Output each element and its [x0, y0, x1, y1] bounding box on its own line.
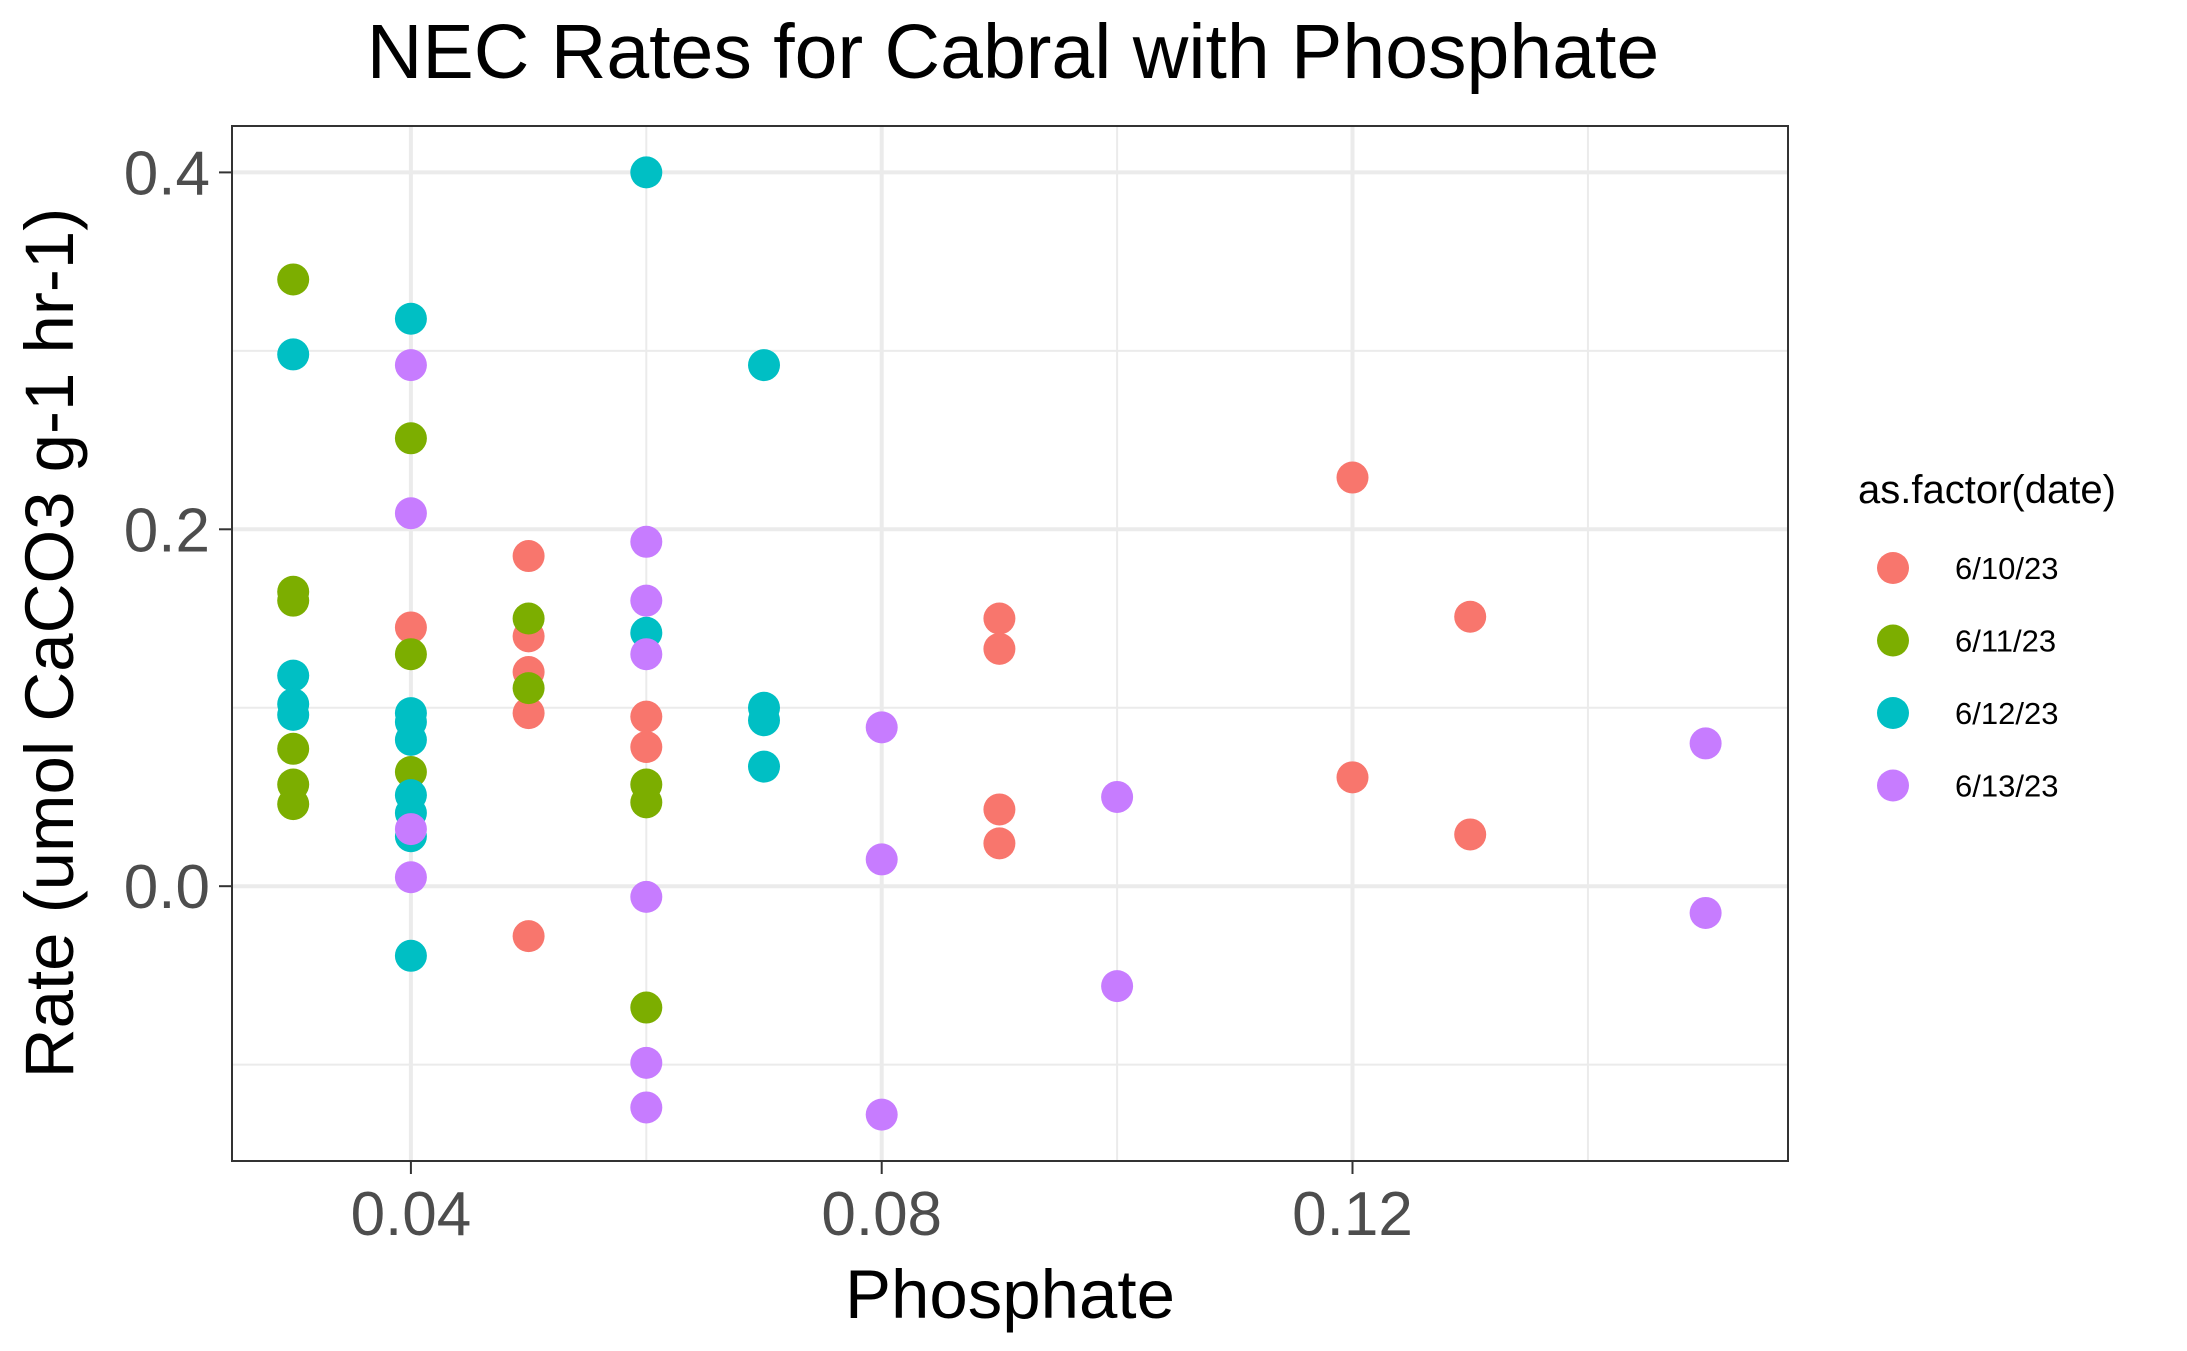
grid-major [232, 126, 1788, 1161]
legend-label: 6/10/23 [1955, 551, 2058, 586]
data-point [394, 861, 427, 894]
data-point [1454, 600, 1487, 633]
data-point [512, 602, 545, 635]
data-point [630, 731, 663, 763]
data-point [865, 1098, 898, 1131]
data-point [983, 793, 1016, 826]
data-point [394, 723, 427, 756]
data-point [983, 602, 1016, 635]
data-point [630, 156, 663, 189]
legend-label: 6/12/23 [1955, 696, 2058, 731]
data-point [277, 698, 310, 731]
legend-key [1877, 697, 1909, 729]
data-point [748, 704, 781, 737]
data-point [394, 939, 427, 972]
data-point [394, 755, 427, 788]
data-point [394, 813, 427, 846]
data-point [630, 1046, 663, 1079]
data-point [277, 732, 310, 765]
legend-title: as.factor(date) [1858, 468, 2116, 512]
data-point [630, 1091, 663, 1124]
chart-title: NEC Rates for Cabral with Phosphate [367, 9, 1660, 95]
data-point [630, 584, 663, 617]
data-point [1454, 818, 1487, 851]
x-axis: 0.04 0.08 0.12 [351, 1161, 1413, 1249]
legend: as.factor(date) 6/10/23 6/11/23 6/12/23 6/1… [1858, 468, 2116, 804]
data-point [277, 659, 310, 692]
data-point [394, 422, 427, 455]
data-point [394, 302, 427, 335]
data-point [1689, 727, 1722, 760]
data-point [1336, 761, 1369, 794]
y-axis-title: Rate (umol CaCO3 g-1 hr-1) [11, 208, 88, 1078]
x-tick-label: 0.04 [351, 1180, 472, 1249]
plot-border [231, 125, 1789, 1162]
y-tick-label: 0.2 [124, 496, 210, 565]
data-point [512, 697, 545, 730]
data-point [394, 349, 427, 382]
data-point [983, 632, 1016, 665]
data-point [630, 880, 663, 913]
x-axis-title: Phosphate [845, 1256, 1175, 1333]
data-point [1101, 780, 1134, 813]
y-tick-label: 0.0 [124, 853, 210, 922]
data-point [277, 584, 310, 617]
legend-label: 6/11/23 [1955, 624, 2056, 659]
data-point [277, 263, 310, 296]
data-point [277, 788, 310, 821]
data-point [1101, 970, 1134, 1003]
legend-key [1877, 769, 1909, 802]
x-tick-label: 0.08 [821, 1180, 942, 1249]
data-point [394, 611, 427, 644]
data-point [394, 638, 427, 671]
data-point [630, 991, 663, 1024]
y-axis: 0.0 0.2 0.4 [124, 139, 232, 922]
data-point [865, 843, 898, 876]
data-point [748, 349, 781, 382]
grid-minor [232, 126, 1788, 1161]
y-tick-label: 0.4 [124, 139, 210, 208]
data-point [630, 786, 663, 819]
data-point [512, 540, 545, 573]
legend-key [1877, 552, 1909, 584]
data-point [277, 338, 310, 371]
data-point [865, 711, 898, 744]
data-point [630, 525, 663, 558]
data-point [983, 827, 1016, 860]
data-point [630, 700, 663, 733]
data-point [512, 920, 545, 953]
x-tick-label: 0.12 [1292, 1180, 1413, 1249]
legend-key [1877, 624, 1909, 657]
data-point [748, 750, 781, 783]
data-point [1689, 896, 1722, 929]
data-points [277, 156, 1722, 1131]
data-point [394, 497, 427, 530]
data-point [1336, 461, 1369, 494]
data-point [630, 638, 663, 671]
data-point [512, 672, 545, 705]
legend-label: 6/13/23 [1955, 769, 2058, 804]
